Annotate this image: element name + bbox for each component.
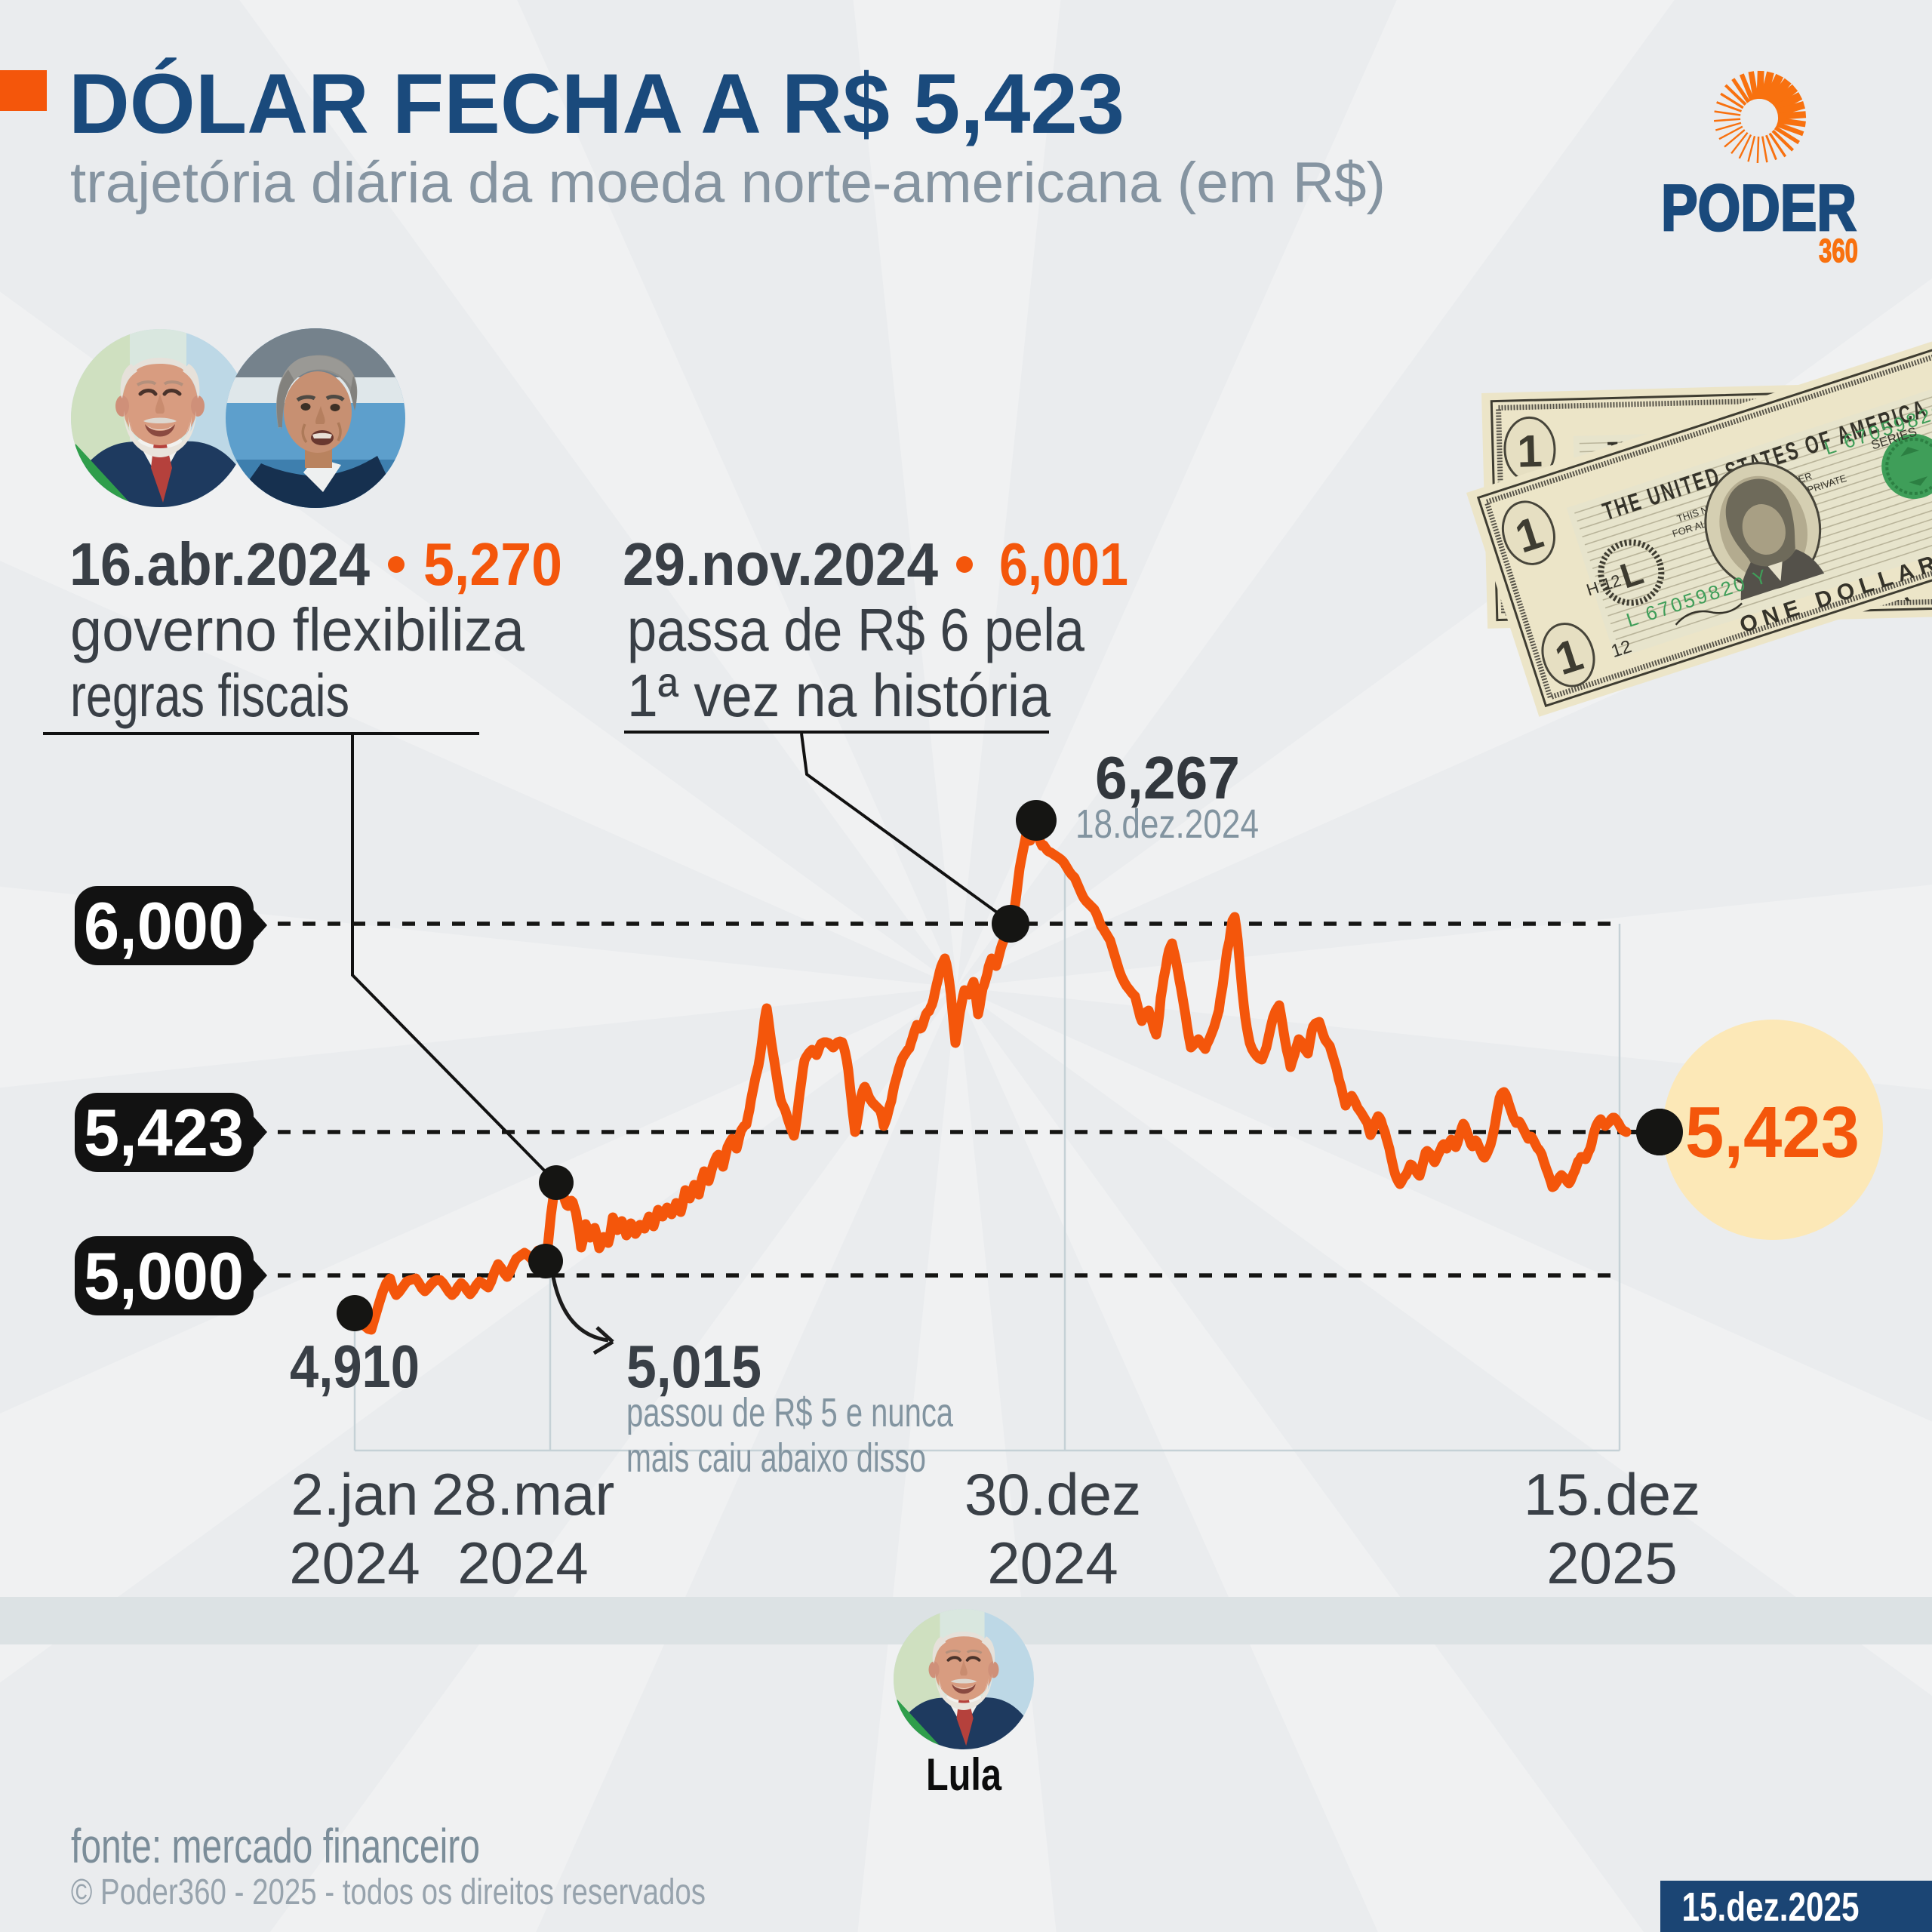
svg-text:fonte: mercado financeiro: fonte: mercado financeiro <box>71 1819 480 1873</box>
svg-text:5,423: 5,423 <box>1685 1092 1860 1173</box>
svg-text:5,270: 5,270 <box>423 531 562 598</box>
svg-text:passa de R$ 6 pela: passa de R$ 6 pela <box>627 596 1084 663</box>
svg-text:2024: 2024 <box>987 1530 1118 1596</box>
svg-text:governo flexibiliza: governo flexibiliza <box>70 596 525 663</box>
svg-text:6,000: 6,000 <box>84 888 244 963</box>
svg-text:1: 1 <box>1516 426 1543 477</box>
svg-text:5,015: 5,015 <box>626 1333 761 1400</box>
svg-text:trajetória diária da moeda nor: trajetória diária da moeda norte-america… <box>70 151 1386 215</box>
svg-text:29.nov.2024: 29.nov.2024 <box>623 531 938 598</box>
svg-text:16.abr.2024: 16.abr.2024 <box>69 531 370 598</box>
svg-text:Lula: Lula <box>926 1749 1002 1800</box>
svg-text:regras fiscais: regras fiscais <box>70 662 349 729</box>
svg-text:15.dez: 15.dez <box>1524 1461 1700 1527</box>
svg-text:DÓLAR FECHA A R$ 5,423: DÓLAR FECHA A R$ 5,423 <box>69 57 1124 151</box>
svg-text:6,001: 6,001 <box>999 531 1128 598</box>
svg-text:5,000: 5,000 <box>84 1238 244 1313</box>
svg-text:PODER: PODER <box>1661 172 1857 245</box>
svg-text:2024: 2024 <box>289 1530 420 1596</box>
svg-text:2025: 2025 <box>1546 1530 1678 1596</box>
svg-text:2024: 2024 <box>457 1530 589 1596</box>
svg-text:2.jan: 2.jan <box>291 1461 418 1527</box>
svg-text:18.dez.2024: 18.dez.2024 <box>1075 801 1259 847</box>
svg-text:30.dez: 30.dez <box>964 1461 1141 1527</box>
svg-text:1ª vez na história: 1ª vez na história <box>627 662 1051 729</box>
svg-text:4,910: 4,910 <box>290 1333 420 1400</box>
svg-text:passou de R$ 5 e nunca: passou de R$ 5 e nunca <box>626 1390 954 1435</box>
svg-text:360: 360 <box>1819 232 1858 269</box>
svg-text:15.dez.2025: 15.dez.2025 <box>1682 1884 1860 1930</box>
svg-text:6,267: 6,267 <box>1095 744 1240 811</box>
svg-text:5,423: 5,423 <box>84 1095 244 1170</box>
svg-text:© Poder360 - 2025 - todos os d: © Poder360 - 2025 - todos os direitos re… <box>71 1872 706 1912</box>
svg-text:mais caiu abaixo disso: mais caiu abaixo disso <box>626 1435 926 1481</box>
svg-text:28.mar: 28.mar <box>432 1461 615 1527</box>
